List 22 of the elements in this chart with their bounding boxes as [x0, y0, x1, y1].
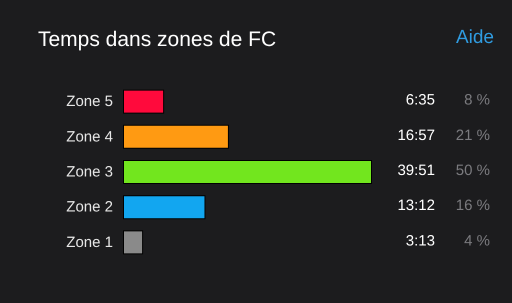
text: 4 % [464, 232, 490, 250]
bar [123, 230, 144, 254]
text: Aide [456, 27, 494, 48]
data-label: 16:57 [397, 126, 435, 144]
bar [123, 90, 164, 114]
data-label: 13:12 [397, 197, 435, 214]
y-tick-label: Zone 5 [66, 93, 113, 110]
text: 21 % [456, 126, 490, 144]
data-label: 6:35 [406, 92, 435, 109]
chart-title: Temps dans zones de FC [38, 28, 276, 51]
data-label: 39:51 [397, 162, 435, 179]
bar [123, 195, 206, 220]
y-tick-label: Zone 3 [66, 164, 113, 180]
y-tick-label: Zone 4 [66, 128, 113, 146]
text: 50 % [456, 162, 490, 179]
y-tick-label: Zone 2 [66, 198, 113, 216]
text: 8 % [464, 92, 490, 109]
bar [123, 124, 229, 149]
text: 16 % [456, 197, 490, 214]
data-label: 3:13 [406, 232, 435, 250]
bar [123, 160, 372, 184]
y-tick-label: Zone 1 [66, 234, 113, 251]
